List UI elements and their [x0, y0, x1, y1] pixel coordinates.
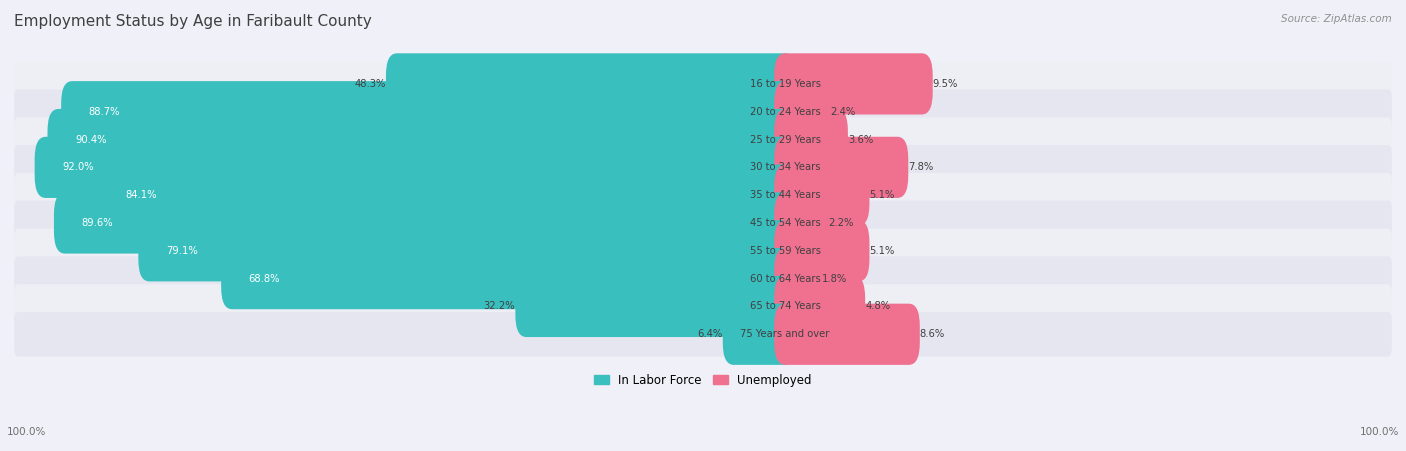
- FancyBboxPatch shape: [14, 145, 1392, 189]
- Text: 32.2%: 32.2%: [484, 301, 516, 312]
- FancyBboxPatch shape: [14, 201, 1392, 245]
- FancyBboxPatch shape: [385, 53, 796, 115]
- Text: Employment Status by Age in Faribault County: Employment Status by Age in Faribault Co…: [14, 14, 371, 28]
- FancyBboxPatch shape: [14, 62, 1392, 106]
- FancyBboxPatch shape: [775, 193, 828, 253]
- Text: 45 to 54 Years: 45 to 54 Years: [749, 218, 821, 228]
- Text: 6.4%: 6.4%: [697, 329, 723, 339]
- Text: 4.8%: 4.8%: [865, 301, 890, 312]
- Text: 68.8%: 68.8%: [249, 274, 280, 284]
- FancyBboxPatch shape: [14, 89, 1392, 134]
- FancyBboxPatch shape: [53, 193, 796, 253]
- Text: 20 to 24 Years: 20 to 24 Years: [749, 107, 821, 117]
- FancyBboxPatch shape: [35, 137, 796, 198]
- Text: 16 to 19 Years: 16 to 19 Years: [749, 79, 821, 89]
- FancyBboxPatch shape: [14, 256, 1392, 301]
- Text: 7.8%: 7.8%: [908, 162, 934, 172]
- Text: 3.6%: 3.6%: [848, 134, 873, 144]
- Text: 5.1%: 5.1%: [869, 246, 894, 256]
- FancyBboxPatch shape: [775, 304, 920, 365]
- Text: 9.5%: 9.5%: [932, 79, 957, 89]
- FancyBboxPatch shape: [775, 137, 908, 198]
- FancyBboxPatch shape: [516, 276, 796, 337]
- FancyBboxPatch shape: [775, 165, 869, 226]
- Text: 89.6%: 89.6%: [82, 218, 112, 228]
- Text: 65 to 74 Years: 65 to 74 Years: [749, 301, 821, 312]
- FancyBboxPatch shape: [775, 53, 932, 115]
- Text: 92.0%: 92.0%: [62, 162, 94, 172]
- Text: 2.2%: 2.2%: [828, 218, 853, 228]
- Text: 84.1%: 84.1%: [125, 190, 157, 200]
- FancyBboxPatch shape: [138, 220, 796, 281]
- Text: 2.4%: 2.4%: [831, 107, 856, 117]
- Text: 48.3%: 48.3%: [354, 79, 385, 89]
- Text: 100.0%: 100.0%: [7, 428, 46, 437]
- FancyBboxPatch shape: [48, 109, 796, 170]
- FancyBboxPatch shape: [14, 117, 1392, 162]
- FancyBboxPatch shape: [14, 229, 1392, 273]
- FancyBboxPatch shape: [221, 248, 796, 309]
- FancyBboxPatch shape: [775, 81, 831, 143]
- Text: 88.7%: 88.7%: [89, 107, 120, 117]
- FancyBboxPatch shape: [775, 220, 869, 281]
- Text: 5.1%: 5.1%: [869, 190, 894, 200]
- FancyBboxPatch shape: [775, 248, 823, 309]
- FancyBboxPatch shape: [775, 109, 848, 170]
- FancyBboxPatch shape: [723, 304, 796, 365]
- FancyBboxPatch shape: [775, 276, 865, 337]
- FancyBboxPatch shape: [14, 284, 1392, 329]
- FancyBboxPatch shape: [62, 81, 796, 143]
- Text: Source: ZipAtlas.com: Source: ZipAtlas.com: [1281, 14, 1392, 23]
- FancyBboxPatch shape: [14, 312, 1392, 356]
- Text: 35 to 44 Years: 35 to 44 Years: [749, 190, 821, 200]
- Text: 75 Years and over: 75 Years and over: [741, 329, 830, 339]
- Text: 100.0%: 100.0%: [1360, 428, 1399, 437]
- Text: 90.4%: 90.4%: [75, 134, 107, 144]
- FancyBboxPatch shape: [14, 173, 1392, 217]
- Text: 25 to 29 Years: 25 to 29 Years: [749, 134, 821, 144]
- Text: 30 to 34 Years: 30 to 34 Years: [749, 162, 821, 172]
- FancyBboxPatch shape: [98, 165, 796, 226]
- Text: 60 to 64 Years: 60 to 64 Years: [749, 274, 821, 284]
- Text: 79.1%: 79.1%: [166, 246, 197, 256]
- Text: 1.8%: 1.8%: [823, 274, 848, 284]
- Text: 55 to 59 Years: 55 to 59 Years: [749, 246, 821, 256]
- Legend: In Labor Force, Unemployed: In Labor Force, Unemployed: [589, 369, 817, 391]
- Text: 8.6%: 8.6%: [920, 329, 945, 339]
